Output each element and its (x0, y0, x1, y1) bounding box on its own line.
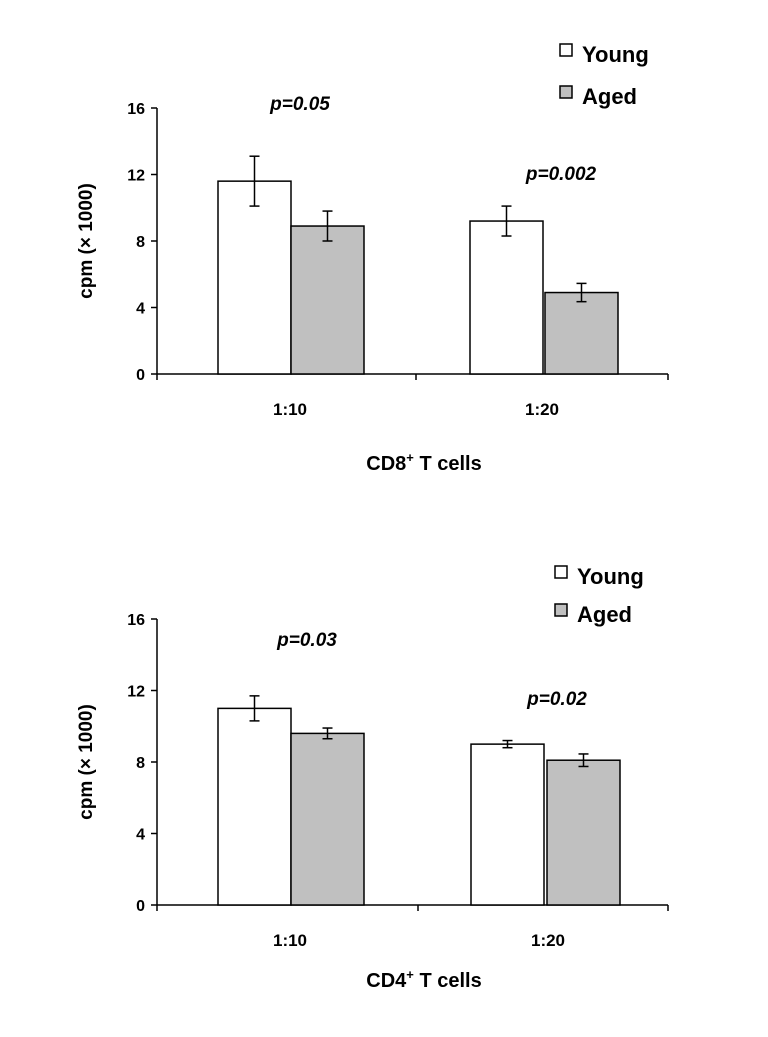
y-tick-label: 8 (136, 234, 145, 251)
legend-swatch-young (559, 43, 573, 57)
bar-aged-1-20 (546, 759, 621, 906)
x-axis-title-rest: T cells (414, 970, 482, 992)
legend-label-aged: Aged (577, 602, 632, 627)
x-category-label: 1:20 (525, 400, 559, 419)
x-axis-title-main: CD4 (366, 970, 407, 992)
legend-label-aged: Aged (582, 84, 637, 109)
x-category-label: 1:10 (273, 931, 307, 950)
x-axis-title-sup: + (406, 967, 414, 982)
p-value-annotation: p=0.03 (276, 630, 337, 651)
bar-young-1-10 (217, 707, 292, 906)
bar-young-1-20 (470, 743, 545, 906)
x-category-label: 1:10 (273, 400, 307, 419)
x-category-label: 1:20 (531, 931, 565, 950)
p-value-annotation: p=0.02 (526, 689, 587, 710)
p-value-annotation: p=0.05 (269, 94, 330, 115)
y-tick-label: 4 (136, 827, 145, 844)
y-tick-label: 0 (136, 367, 145, 384)
legend-label-young: Young (577, 564, 644, 589)
y-tick-label: 4 (136, 301, 145, 318)
p-value-annotation: p=0.002 (525, 164, 597, 185)
x-axis-title: CD4+ T cells (366, 967, 481, 992)
x-axis-title-sup: + (406, 450, 414, 465)
legend-swatch-aged (554, 603, 568, 617)
chart-panel-1: 0 4 8 12 16 1:10 p=0.05 1:20 p=0.002 CD8+ T cells… (76, 42, 669, 475)
legend-swatch-young (554, 565, 568, 579)
x-axis-title-main: CD8 (366, 453, 406, 475)
bar-aged-1-10 (290, 225, 365, 375)
bar-young-1-10 (217, 180, 292, 375)
legend-swatch-aged (559, 85, 573, 99)
y-tick-label: 16 (127, 101, 145, 118)
y-tick-label: 0 (136, 898, 145, 915)
y-axis-title: cpm (× 1000) (76, 183, 97, 299)
bar-aged-1-10 (290, 732, 365, 906)
bar-aged-1-20 (544, 291, 619, 375)
y-axis-title: cpm (× 1000) (76, 704, 97, 820)
chart-panel-2: 0 4 8 12 16 1:10 p=0.03 1:20 p=0.02 CD4+ T cells c… (76, 564, 669, 992)
bar-young-1-20 (469, 220, 544, 375)
y-tick-label: 8 (136, 755, 145, 772)
x-axis-title: CD8+ T cells (366, 450, 481, 475)
y-tick-label: 16 (127, 612, 145, 629)
legend-label-young: Young (582, 42, 649, 67)
x-axis-title-rest: T cells (414, 453, 482, 475)
y-tick-label: 12 (127, 168, 145, 185)
y-tick-label: 12 (127, 684, 145, 701)
